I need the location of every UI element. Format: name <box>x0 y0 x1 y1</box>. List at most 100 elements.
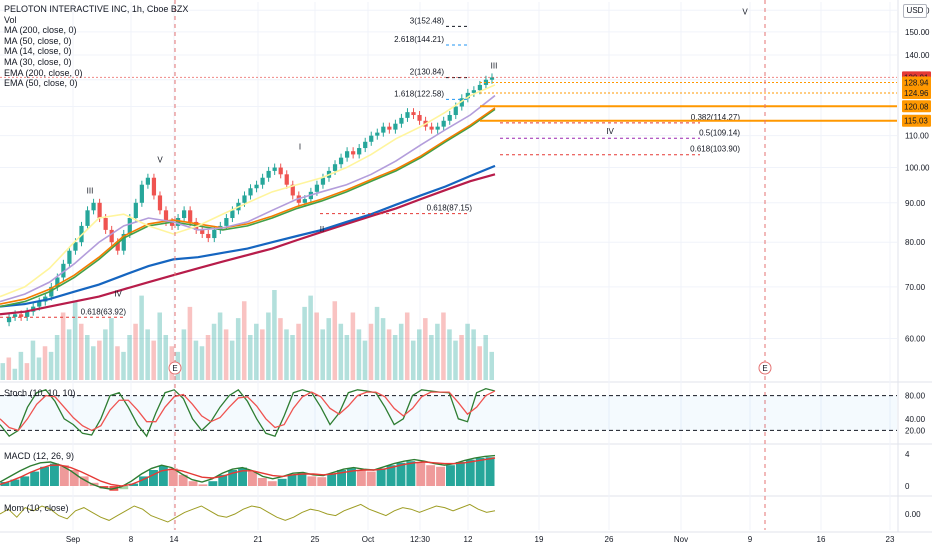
macd-histogram-bar <box>149 470 158 486</box>
candle <box>332 164 338 171</box>
stoch-tick-label: 20.00 <box>905 426 926 435</box>
currency-badge[interactable]: USD <box>903 4 927 18</box>
symbol-title[interactable]: PELOTON INTERACTIVE INC, 1h, Cboe BZX <box>4 4 189 14</box>
fib-level-label: 0.5(109.14) <box>699 128 740 137</box>
candle <box>357 148 362 155</box>
moving-average-line <box>0 84 496 298</box>
candle <box>242 195 247 203</box>
volume-bar <box>435 323 440 380</box>
time-tick-label: Sep <box>66 535 81 544</box>
volume-bar <box>133 323 138 380</box>
volume-bar <box>151 340 156 380</box>
volume-bar <box>284 329 289 380</box>
legend-ema50[interactable]: EMA (50, close, 0) <box>4 78 78 89</box>
candle <box>248 188 253 196</box>
legend-ema200[interactable]: EMA (200, close, 0) <box>4 67 83 78</box>
volume-bar <box>356 329 362 380</box>
macd-histogram-bar <box>267 481 277 486</box>
volume-bar <box>320 329 325 380</box>
macd-histogram-bar <box>0 482 10 486</box>
volume-bar <box>380 318 386 380</box>
candle <box>55 277 60 287</box>
legend-ma200[interactable]: MA (200, close, 0) <box>4 25 77 36</box>
volume-bar <box>97 340 102 380</box>
mom-pane-label[interactable]: Mom (10, close) <box>4 503 69 513</box>
candle <box>411 112 416 116</box>
volume-bar <box>109 318 114 380</box>
moving-average-line <box>0 173 496 316</box>
price-tick-label: 60.00 <box>905 334 926 343</box>
candle <box>19 314 24 317</box>
volume-bar <box>163 335 169 380</box>
volume-bar <box>30 340 36 380</box>
legend-vol[interactable]: Vol <box>4 14 17 25</box>
candle <box>115 242 120 251</box>
chart-legend: PELOTON INTERACTIVE INC, 1h, Cboe BZX Vo… <box>4 4 188 89</box>
volume-bar <box>410 340 416 380</box>
macd-line <box>0 454 496 490</box>
candle <box>369 135 374 142</box>
macd-histogram-bar <box>475 458 485 486</box>
volume-bar <box>145 329 150 380</box>
macd-histogram-bar <box>366 471 376 486</box>
macd-histogram-bar <box>356 470 366 486</box>
time-tick-label: 8 <box>129 535 134 544</box>
candle <box>139 184 144 203</box>
legend-ma50[interactable]: MA (50, close, 0) <box>4 35 72 46</box>
macd-line <box>0 457 496 487</box>
macd-histogram-bar <box>69 470 79 486</box>
volume-bar <box>103 329 108 380</box>
volume-bar <box>477 346 482 380</box>
volume-bar <box>42 346 48 380</box>
candle <box>314 184 320 192</box>
volume-bar <box>6 357 12 380</box>
candle <box>393 123 398 130</box>
macd-histogram-bar <box>50 463 59 486</box>
volume-bar <box>91 346 96 380</box>
stoch-pane-label[interactable]: Stoch (10, 10, 10) <box>4 388 76 398</box>
volume-bar <box>139 295 144 380</box>
candle <box>121 233 126 251</box>
time-tick-label: 12:30 <box>410 535 431 544</box>
volume-bar <box>254 323 259 380</box>
macd-histogram-bar <box>396 462 406 486</box>
candle <box>6 316 12 323</box>
volume-bar <box>217 312 223 380</box>
stoch-line <box>0 387 496 438</box>
volume-bar <box>471 329 476 380</box>
volume-bar <box>205 335 211 380</box>
price-tick-label: 70.00 <box>905 283 926 292</box>
volume-bar <box>417 329 422 380</box>
fib-level-label: 1.618(122.58) <box>394 89 444 98</box>
volume-bar <box>115 346 120 380</box>
volume-bar <box>48 351 54 380</box>
price-tag <box>902 100 931 113</box>
price-tag-label: 120.08 <box>904 102 929 111</box>
macd-histogram-bar <box>198 484 208 486</box>
wave-label: IV <box>114 290 122 299</box>
volume-bar <box>260 329 265 380</box>
volume-bar <box>12 368 18 380</box>
volume-bar <box>362 340 368 380</box>
candle <box>471 90 476 93</box>
macd-histogram-bar <box>297 473 307 486</box>
volume-bar <box>266 312 271 380</box>
time-tick-label: Nov <box>674 535 688 544</box>
volume-bar <box>235 318 241 380</box>
wave-label: III <box>491 61 498 70</box>
volume-bar <box>54 335 60 380</box>
macd-histogram-bar <box>376 468 386 486</box>
fib-level-label: 0.382(114.27) <box>691 113 741 122</box>
candle <box>109 229 114 243</box>
legend-ma14[interactable]: MA (14, close, 0) <box>4 46 72 57</box>
wave-label: IV <box>606 127 614 136</box>
legend-ma30[interactable]: MA (30, close, 0) <box>4 56 72 67</box>
candle <box>188 210 193 222</box>
price-tag <box>902 86 931 99</box>
candle <box>489 77 495 80</box>
volume-bar <box>441 312 446 380</box>
macd-pane-label[interactable]: MACD (12, 26, 9) <box>4 451 75 461</box>
volume-bar <box>483 335 488 380</box>
